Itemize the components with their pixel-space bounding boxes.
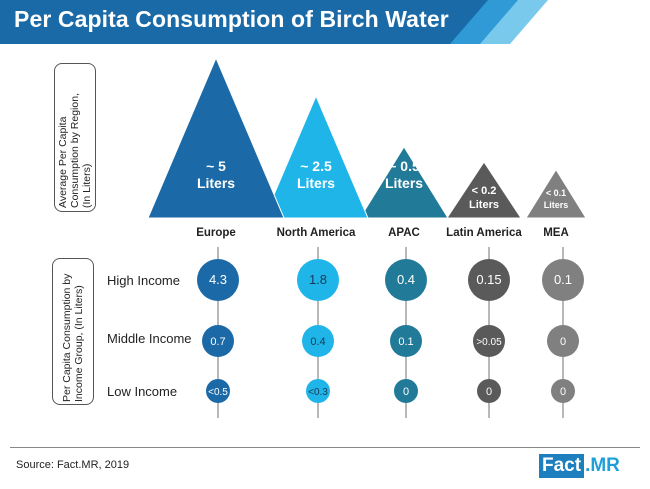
bubble-high-income-north-america (297, 259, 339, 301)
row-label-high-income: High Income (107, 273, 180, 288)
bubble-high-income-europe (197, 259, 239, 301)
category-label-europe: Europe (196, 227, 236, 239)
triangle-north-america (263, 94, 369, 219)
bubble-label: <0.3 (308, 387, 328, 398)
bubble-label: 0.4 (397, 272, 415, 287)
footer-divider (10, 447, 640, 448)
category-label-apac: APAC (388, 227, 420, 239)
triangle-label-north-america: Liters (297, 175, 335, 191)
bubble-label: 1.8 (309, 272, 327, 287)
bubble-low-income-north-america (306, 379, 330, 403)
triangle-label-apac: ~ 0.5 (388, 158, 420, 174)
bubble-label: >0.05 (476, 337, 502, 348)
chart-title: Per Capita Consumption of Birch Water (14, 6, 449, 32)
bubble-high-income-apac (385, 259, 427, 301)
bubble-label: 4.3 (209, 272, 227, 287)
category-label-latin-america: Latin America (446, 227, 522, 239)
bubble-low-income-europe (206, 379, 230, 403)
bubble-high-income-mea (542, 259, 584, 301)
bubble-label: 0 (560, 336, 566, 348)
triangle-apac (359, 145, 449, 219)
triangle-label-latin-america: Liters (469, 199, 499, 211)
bubble-low-income-latin-america (477, 379, 501, 403)
triangle-label-latin-america: < 0.2 (472, 185, 497, 197)
bubble-middle-income-mea (547, 325, 579, 357)
bubble-middle-income-europe (202, 325, 234, 357)
logo-fact: Fact (539, 454, 585, 478)
bubble-label: 0.1 (554, 272, 572, 287)
banner-main (0, 0, 488, 44)
bubble-middle-income-latin-america (473, 325, 505, 357)
bubble-low-income-apac (394, 379, 418, 403)
category-label-north-america: North America (277, 227, 356, 239)
triangle-latin-america (446, 161, 522, 219)
source-note: Source: Fact.MR, 2019 (16, 459, 130, 471)
triangle-label-mea: < 0.1 (546, 188, 566, 198)
bubble-label: <0.5 (208, 387, 228, 398)
factmr-logo: Fact .MR (539, 454, 620, 478)
bubble-label: 0 (486, 386, 492, 398)
triangle-label-north-america: ~ 2.5 (300, 158, 332, 174)
bubble-label: 0.4 (310, 336, 325, 348)
category-label-mea: MEA (543, 227, 569, 239)
income-axis-box: Per Capita Consumption by Income Group, … (52, 258, 94, 405)
row-label-low-income: Low Income (107, 384, 178, 399)
triangle-label-europe: Liters (197, 175, 235, 191)
triangle-label-apac: Liters (385, 175, 423, 191)
triangle-label-europe: ~ 5 (206, 158, 226, 174)
bubble-label: 0.7 (210, 336, 225, 348)
bubble-label: 0 (403, 386, 409, 398)
bubble-low-income-mea (551, 379, 575, 403)
bubble-high-income-latin-america (468, 259, 510, 301)
bubble-middle-income-apac (390, 325, 422, 357)
bubble-label: 0 (560, 386, 566, 398)
triangle-label-mea: Liters (544, 200, 569, 210)
bubble-label: 0.1 (398, 336, 413, 348)
row-label-middle-income: Middle Income (107, 331, 192, 346)
title-banner (0, 0, 548, 44)
bubble-middle-income-north-america (302, 325, 334, 357)
triangle-europe (147, 56, 285, 219)
bubble-label: 0.15 (476, 272, 501, 287)
triangle-mea (525, 168, 587, 219)
region-axis-box: Average Per Capita Consumption by Region… (54, 63, 96, 212)
logo-mr: .MR (585, 455, 620, 476)
